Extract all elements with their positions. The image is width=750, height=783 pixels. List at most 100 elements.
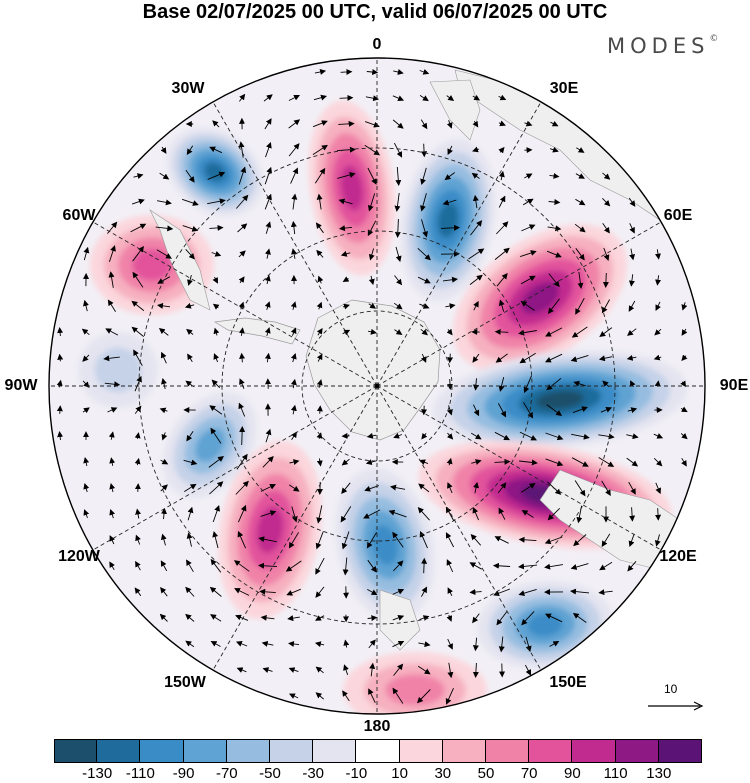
wind-arrow: [497, 482, 507, 494]
wind-arrow: [392, 687, 404, 704]
wind-arrow: [419, 69, 430, 75]
wind-arrow: [81, 328, 90, 336]
wind-arrow: [472, 506, 480, 521]
wind-arrow: [339, 225, 353, 232]
wind-arrow: [627, 328, 637, 336]
wind-arrow: [258, 536, 277, 543]
colorbar: [54, 739, 702, 763]
wind-arrow: [233, 560, 250, 572]
wind-arrow: [209, 586, 222, 597]
wind-arrow: [338, 120, 355, 127]
wind-arrow: [494, 431, 510, 441]
wind-arrow: [548, 199, 561, 206]
wind-arrow: [521, 224, 536, 232]
wind-arrow: [440, 224, 460, 231]
wind-arrow: [547, 225, 562, 232]
wind-arrow: [629, 248, 636, 261]
wind-arrow: [239, 426, 246, 446]
wind-arrow: [316, 301, 323, 310]
wind-arrow: [211, 251, 222, 257]
lon-label-120w: 120W: [58, 548, 100, 565]
wind-arrow: [367, 559, 377, 573]
wind-arrow: [315, 586, 325, 598]
wind-arrow: [395, 166, 402, 186]
colorbar-swatch: [140, 739, 184, 763]
wind-arrow: [264, 327, 271, 337]
meridian-line: [90, 220, 378, 387]
wind-arrow: [185, 613, 195, 622]
wind-arrow: [601, 480, 611, 496]
meridian-line: [90, 385, 378, 552]
wind-arrow: [213, 327, 220, 336]
wind-arrow: [369, 662, 376, 677]
wind-arrow: [264, 352, 271, 363]
wind-arrow: [288, 641, 300, 647]
wind-arrow: [446, 95, 455, 101]
wind-arrow: [571, 457, 589, 467]
wind-arrow: [602, 223, 610, 234]
wind-arrow: [417, 247, 431, 261]
wind-arrow: [395, 246, 402, 263]
meridian-line: [211, 99, 378, 387]
wind-arrow: [131, 326, 144, 337]
wind-arrow: [518, 329, 537, 336]
wind-arrow: [546, 250, 562, 258]
colorbar-swatch: [572, 739, 616, 763]
colorbar-tick-label: 70: [520, 765, 538, 782]
wind-arrow: [367, 167, 377, 185]
lon-label-90e: 90E: [719, 377, 749, 394]
wind-arrow: [523, 375, 532, 394]
reference-vector-label: 10: [664, 682, 678, 696]
wind-arrow: [264, 166, 273, 185]
wind-arrow: [315, 692, 324, 700]
wind-arrow: [549, 146, 559, 153]
wind-arrow: [160, 146, 167, 154]
copyright-mark: ©: [709, 34, 719, 44]
wind-arrow: [419, 95, 429, 102]
wind-arrow: [600, 407, 613, 413]
wind-arrow: [366, 532, 377, 549]
wind-arrow: [341, 482, 351, 494]
colorbar-tick-label: 10: [391, 765, 408, 782]
wind-arrow: [498, 94, 507, 101]
wind-arrow: [238, 276, 245, 284]
colorbar-swatch: [97, 739, 141, 763]
wind-arrow: [602, 197, 611, 207]
wind-arrow: [655, 275, 662, 286]
wind-arrow: [498, 376, 505, 392]
wind-arrow: [109, 508, 116, 519]
colorbar-tick-label: 110: [603, 765, 628, 782]
wind-arrow: [316, 405, 323, 414]
wind-arrow: [418, 641, 431, 648]
wind-arrow: [680, 406, 688, 413]
wind-arrow: [342, 329, 351, 336]
wind-arrow: [570, 354, 589, 362]
wind-arrow: [472, 404, 480, 417]
wind-arrow: [494, 328, 509, 335]
wind-arrow: [239, 352, 246, 363]
wind-arrow: [392, 95, 405, 101]
wind-arrow: [212, 120, 220, 128]
wind-arrow: [186, 559, 194, 573]
wind-arrow: [135, 508, 142, 519]
wind-arrow: [393, 302, 403, 310]
wind-arrow: [209, 405, 223, 415]
wind-arrow: [417, 507, 430, 521]
wind-arrow: [316, 193, 323, 210]
wind-arrow: [521, 611, 535, 626]
wind-arrow: [186, 145, 194, 156]
map-title: Base 02/07/2025 00 UTC, valid 06/07/2025…: [142, 1, 608, 23]
wind-arrow: [83, 483, 90, 493]
wind-arrow: [469, 274, 483, 285]
wind-arrow: [343, 639, 350, 648]
wind-arrow: [447, 482, 453, 494]
colorbar-swatch: [183, 739, 227, 763]
wind-arrow: [207, 171, 226, 180]
wind-arrow: [290, 353, 297, 363]
wind-arrow: [574, 480, 586, 497]
wind-arrow: [314, 641, 325, 648]
wind-arrow: [655, 301, 661, 311]
wind-arrow: [446, 120, 453, 129]
wind-arrow: [544, 353, 563, 363]
wind-arrow: [603, 247, 610, 261]
